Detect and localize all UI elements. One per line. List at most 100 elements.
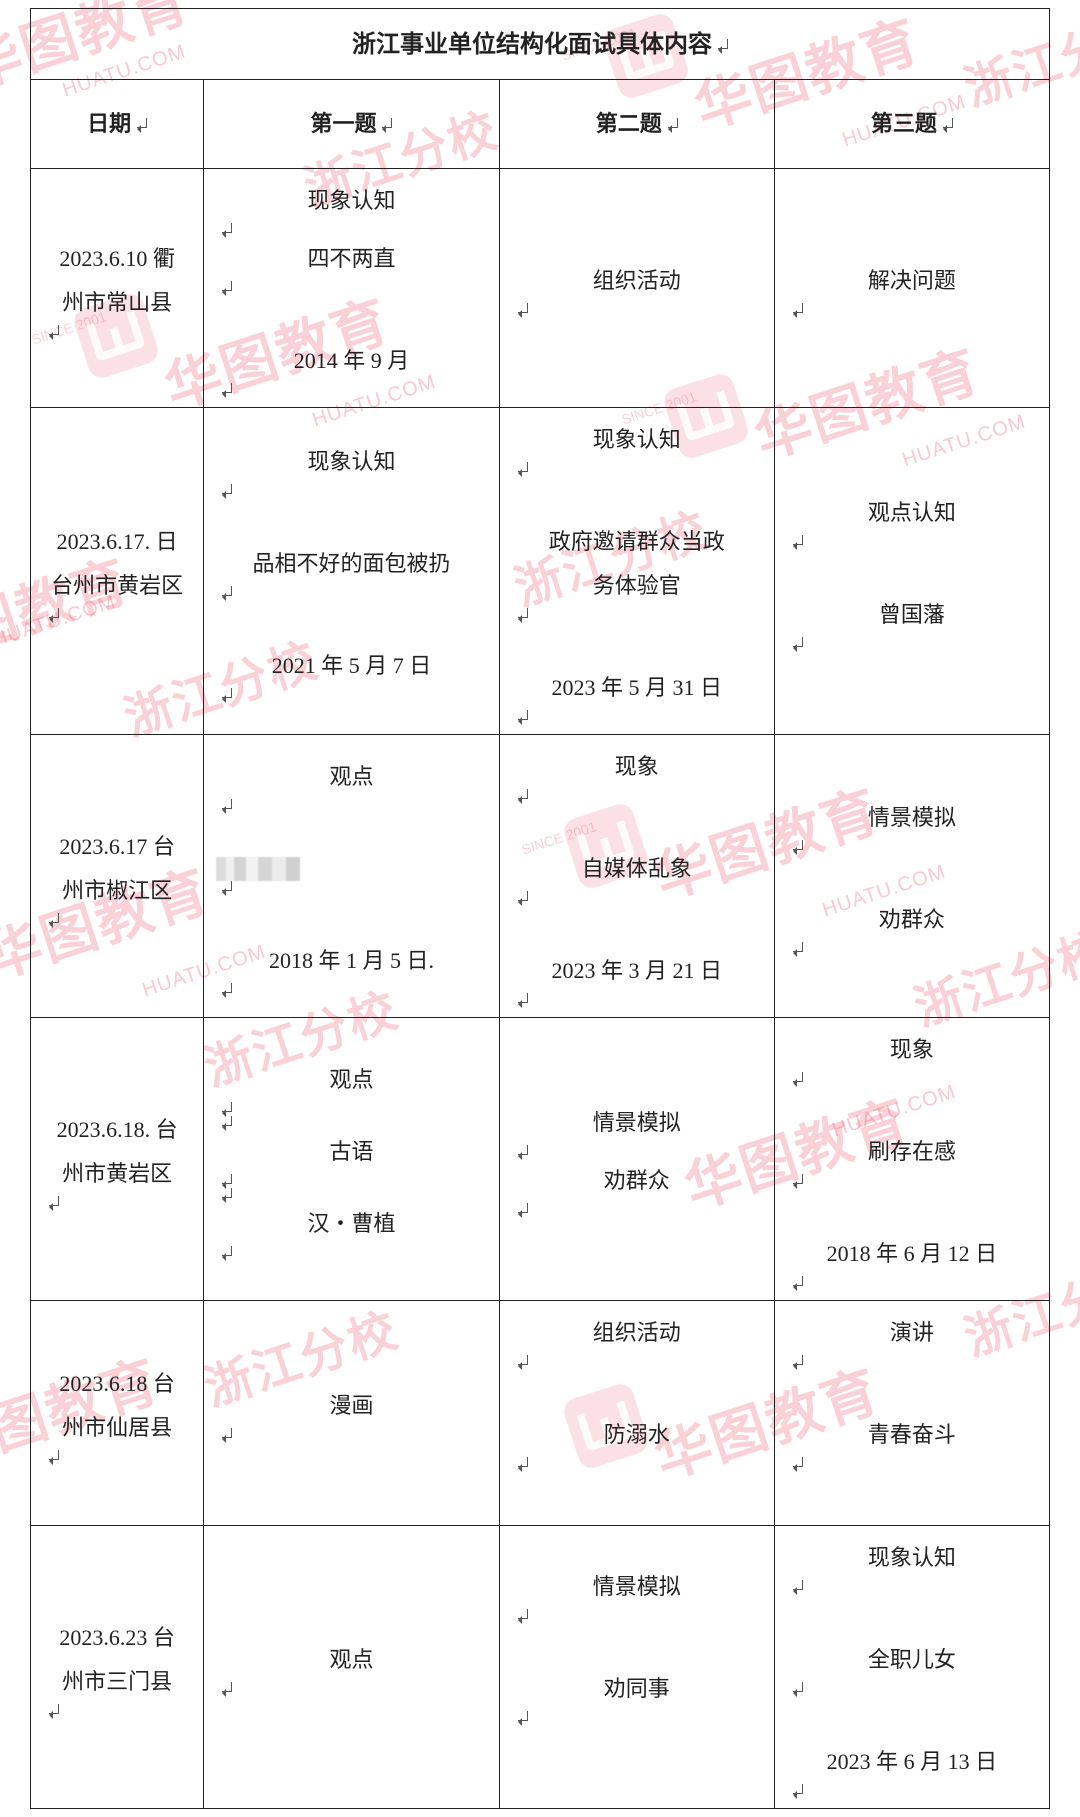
- cell-text: [787, 854, 1037, 898]
- return-icon: [45, 608, 59, 622]
- cell-date: 2023.6.17 台 州市椒江区: [31, 735, 204, 1018]
- return-icon: [789, 1072, 803, 1086]
- return-icon: [789, 942, 803, 956]
- redacted-block: [216, 857, 300, 881]
- cell-text: 观点: [216, 1058, 487, 1102]
- col-header-date: 日期: [31, 80, 204, 169]
- return-icon: [789, 535, 803, 549]
- return-icon: [514, 891, 528, 905]
- cell-q3: 现象认知 全职儿女 2023 年 6 月 13 日: [774, 1526, 1049, 1809]
- return-icon: [789, 1682, 803, 1696]
- cell-text: [787, 1086, 1037, 1130]
- cell-text: 演讲: [787, 1311, 1037, 1355]
- cell-text: 州市仙居县: [43, 1406, 191, 1450]
- cell-q1: 观点: [204, 1526, 500, 1809]
- table-row: 2023.6.18. 台 州市黄岩区 观点 古语 汉・曹植 情景模拟 劝群众 现…: [31, 1018, 1050, 1301]
- cell-q2: 组织活动: [499, 169, 774, 408]
- return-icon: [218, 799, 232, 813]
- table-row: 2023.6.18 台 州市仙居县 漫画 组织活动 防溺水 演讲 青春奋斗: [31, 1301, 1050, 1526]
- cell-text: 品相不好的面包被扔: [216, 542, 487, 586]
- table-title-text: 浙江事业单位结构化面试具体内容: [352, 32, 712, 58]
- return-icon: [789, 1784, 803, 1798]
- cell-text: 2023 年 5 月 31 日: [512, 666, 762, 710]
- cell-text: [787, 1188, 1037, 1232]
- return-icon: [218, 983, 232, 997]
- return-icon: [218, 1246, 232, 1260]
- return-icon: [45, 1196, 59, 1210]
- return-icon: [789, 1276, 803, 1290]
- cell-q2: 现象认知 政府邀请群众当政 务体验官 2023 年 5 月 31 日: [499, 408, 774, 735]
- cell-text: 2023.6.23 台: [43, 1616, 191, 1660]
- cell-text: [512, 803, 762, 847]
- cell-text: 情景模拟: [512, 1101, 762, 1145]
- return-icon: [45, 913, 59, 927]
- cell-q3: 现象 刷存在感 2018 年 6 月 12 日: [774, 1018, 1049, 1301]
- cell-text: 州市黄岩区: [43, 1152, 191, 1196]
- table-header-row: 日期 第一题 第二题 第三题: [31, 80, 1050, 169]
- cell-q1: 现象认知 品相不好的面包被扔 2021 年 5 月 7 日: [204, 408, 500, 735]
- cell-text: 漫画: [216, 1384, 487, 1428]
- return-icon: [218, 688, 232, 702]
- cell-text: 防溺水: [512, 1413, 762, 1457]
- cell-text: [216, 600, 487, 644]
- cell-text: 2018 年 6 月 12 日: [787, 1232, 1037, 1276]
- table-title: 浙江事业单位结构化面试具体内容: [31, 9, 1050, 80]
- return-icon: [218, 586, 232, 600]
- cell-text: 现象认知: [216, 179, 487, 223]
- cell-text: [216, 813, 487, 857]
- return-icon: [789, 1580, 803, 1594]
- cell-date: 2023.6.18. 台 州市黄岩区: [31, 1018, 204, 1301]
- return-icon: [218, 881, 232, 895]
- cell-q3: 观点认知 曾国藩: [774, 408, 1049, 735]
- return-icon: [218, 1102, 232, 1116]
- cell-text: [512, 622, 762, 666]
- return-icon: [45, 1450, 59, 1464]
- return-icon: [514, 1203, 528, 1217]
- cell-text: [216, 895, 487, 939]
- cell-text: 青春奋斗: [787, 1413, 1037, 1457]
- return-icon: [218, 383, 232, 397]
- col-header-q2: 第二题: [499, 80, 774, 169]
- cell-text: [216, 498, 487, 542]
- cell-date: 2023.6.17. 日 台州市黄岩区: [31, 408, 204, 735]
- cell-text: 全职儿女: [787, 1638, 1037, 1682]
- cell-text: [787, 1369, 1037, 1413]
- return-icon: [133, 118, 147, 132]
- return-icon: [789, 1355, 803, 1369]
- cell-text: 2023.6.18 台: [43, 1362, 191, 1406]
- cell-text: [787, 1594, 1037, 1638]
- cell-text: [787, 549, 1037, 593]
- cell-q1: 观点 2018 年 1 月 5 日.: [204, 735, 500, 1018]
- return-icon: [939, 118, 953, 132]
- cell-q2: 情景模拟 劝群众: [499, 1018, 774, 1301]
- cell-text: 解决问题: [787, 259, 1037, 303]
- cell-text: 2023.6.18. 台: [43, 1108, 191, 1152]
- cell-text: 观点: [216, 1638, 487, 1682]
- return-icon: [514, 1609, 528, 1623]
- cell-q1: 漫画: [204, 1301, 500, 1526]
- cell-text: 汉・曹植: [216, 1202, 487, 1246]
- return-icon: [218, 1188, 232, 1202]
- cell-q3: 演讲 青春奋斗: [774, 1301, 1049, 1526]
- cell-text: 州市椒江区: [43, 869, 191, 913]
- cell-q1: 观点 古语 汉・曹植: [204, 1018, 500, 1301]
- return-icon: [514, 710, 528, 724]
- return-icon: [514, 1355, 528, 1369]
- cell-text: 州市常山县: [43, 281, 191, 325]
- cell-q2: 组织活动 防溺水: [499, 1301, 774, 1526]
- col-header-q1: 第一题: [204, 80, 500, 169]
- return-icon: [218, 1428, 232, 1442]
- return-icon: [789, 840, 803, 854]
- cell-text: 2023.6.10 衢: [43, 237, 191, 281]
- cell-text: 观点认知: [787, 491, 1037, 535]
- return-icon: [514, 462, 528, 476]
- cell-text: 现象认知: [787, 1536, 1037, 1580]
- cell-text: 现象: [512, 745, 762, 789]
- return-icon: [789, 637, 803, 651]
- return-icon: [514, 1711, 528, 1725]
- cell-text: 四不两直: [216, 237, 487, 281]
- return-icon: [714, 39, 728, 53]
- cell-text: 劝同事: [512, 1667, 762, 1711]
- return-icon: [218, 484, 232, 498]
- return-icon: [514, 993, 528, 1007]
